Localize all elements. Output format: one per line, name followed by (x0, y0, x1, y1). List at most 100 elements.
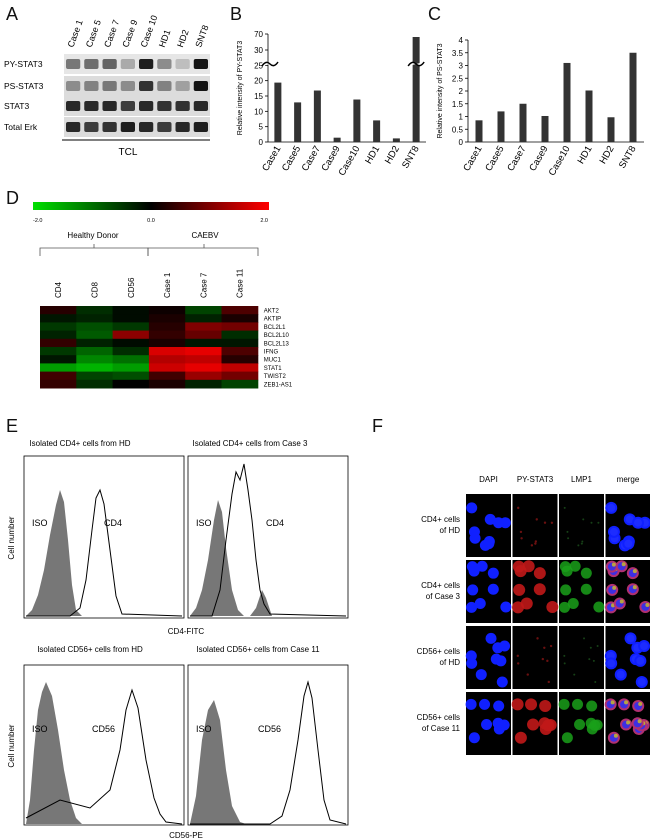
blot-band (157, 101, 172, 111)
blot-band (66, 122, 81, 132)
blot-band (139, 101, 154, 111)
axis-break-mark (261, 61, 279, 67)
heatmap-cell (76, 347, 114, 356)
y-tick-label: 1.5 (452, 100, 464, 109)
x-tick-label: Case1 (461, 144, 484, 173)
blot-strip (64, 96, 210, 116)
py-stat3-signal (516, 654, 520, 658)
blot-lane-label: Case 1 (66, 18, 85, 48)
bar (629, 52, 637, 142)
micro-column-label: LMP1 (571, 475, 592, 484)
heatmap-gene-labels: AKT2 AKTIP BCL2L1 BCL2L10 BCL2L13 IFNG MUC1 STA… (264, 309, 293, 389)
blot-band (102, 122, 117, 132)
dapi-nucleus (500, 601, 512, 613)
heatmap-cell (185, 355, 222, 364)
dapi-nucleus (466, 601, 478, 613)
dapi-nucleus (492, 517, 504, 529)
heatmap-cell (185, 314, 222, 323)
micro-row-label: CD4+ cells (421, 581, 460, 590)
heatmap-cell (221, 355, 259, 364)
scale-max: 2.0 (260, 218, 268, 224)
blot-row-label: PS-STAT3 (4, 81, 44, 91)
heatmap-cell (76, 363, 114, 373)
bar (585, 90, 593, 142)
dapi-nucleus (493, 700, 505, 712)
heatmap-cell (40, 379, 77, 389)
heatmap-column-label: CD56 (127, 277, 136, 298)
blot-strip (64, 117, 210, 137)
y-tick-label: 10 (254, 107, 263, 116)
y-tick-label: 3.5 (452, 49, 464, 58)
dapi-nucleus (466, 561, 478, 573)
blot-bands (64, 54, 210, 137)
py-stat3-signal (519, 530, 523, 534)
y-tick-label: 25 (254, 61, 263, 70)
blot-band (84, 122, 99, 132)
scale-mid: 0.0 (147, 218, 155, 224)
blot-band (139, 122, 154, 132)
marker-label-2: CD4 (266, 518, 284, 528)
bar (412, 37, 420, 142)
dapi-nucleus (475, 669, 487, 681)
py-stat3-bar-chart: 05101520253070Case1Case5Case7Case9Case10… (237, 30, 426, 178)
flow-xlabel-bottom: CD56-PE (169, 831, 203, 840)
heatmap-cell (40, 314, 77, 323)
py-stat3-signal (546, 659, 549, 663)
dapi-nucleus (481, 719, 493, 731)
bar (563, 62, 571, 143)
bar (607, 117, 615, 142)
panel-letter-c: C (428, 4, 441, 24)
heatmap-gene-label: BCL2L10 (264, 333, 290, 339)
lmp1-signal (596, 645, 599, 648)
py-stat3-signal (526, 673, 529, 676)
heatmap-cell (40, 330, 77, 340)
blot-band (84, 101, 99, 111)
blot-band (193, 101, 208, 111)
bar (353, 99, 361, 142)
y-tick-label: 0 (259, 138, 264, 147)
blot-lane-label: SNT8 (193, 24, 210, 49)
heatmap-cell (112, 330, 150, 340)
dapi-nucleus (466, 657, 478, 669)
x-tick-label: Case5 (483, 144, 506, 173)
py-stat3-signal (511, 698, 524, 711)
lmp1-signal (563, 654, 566, 657)
lmp1-signal (585, 717, 597, 729)
heatmap-cell (112, 338, 150, 348)
blot-band (157, 122, 172, 132)
lmp1-signal (569, 560, 581, 572)
x-tick-label: SNT8 (617, 144, 639, 171)
py-stat3-signal (534, 542, 537, 545)
y-tick-label: 3 (459, 62, 464, 71)
micro-column-label: merge (617, 475, 640, 484)
heatmap-gene-label: AKTIP (264, 317, 281, 323)
y-tick-label: 2 (459, 87, 464, 96)
heatmap-cell (185, 338, 222, 348)
x-tick-label: HD2 (383, 144, 402, 166)
heatmap-panel: -2.0 0.0 2.0 Healthy Donor CAEBV CD4 CD8 C… (33, 202, 293, 389)
marker-label-3: CD56 (92, 724, 115, 734)
heatmap-cell (221, 347, 259, 356)
blot-lane-label: HD1 (157, 28, 173, 48)
flow-title-4: Isolated CD56+ cells from Case 11 (196, 645, 320, 654)
heatmap-cell (76, 379, 114, 389)
panel-letter-a: A (6, 4, 19, 24)
py-stat3-signal (530, 544, 534, 547)
panel-letter-b: B (230, 4, 243, 24)
heatmap-cell (76, 314, 114, 323)
py-stat3-signal (543, 646, 546, 650)
micro-row-label: CD4+ cells (421, 515, 460, 524)
iso-histogram-3 (26, 682, 82, 824)
heatmap-cell (221, 338, 259, 348)
cd4-histogram-1 (26, 488, 183, 617)
py-stat3-signal (533, 583, 546, 596)
iso-label-1: ISO (32, 518, 48, 528)
heatmap-cell (112, 322, 150, 332)
micro-row-label: CD56+ cells (417, 647, 460, 656)
py-stat3-signal (514, 731, 527, 744)
blot-band (102, 59, 117, 69)
lmp1-signal (577, 544, 580, 547)
flow-title-2: Isolated CD4+ cells from Case 3 (193, 439, 308, 448)
heatmap-cell (221, 371, 259, 381)
blot-strip (64, 54, 210, 74)
